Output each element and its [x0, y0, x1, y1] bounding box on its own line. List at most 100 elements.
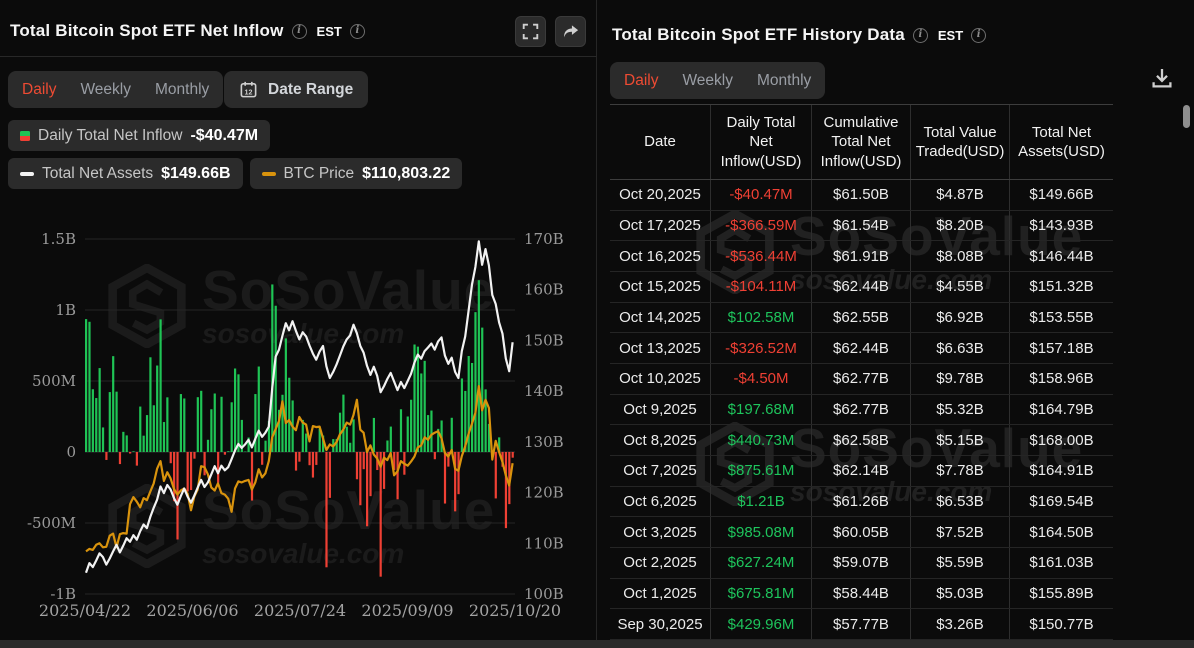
cell-cumulative-inflow: $62.55B: [811, 302, 910, 333]
inflow-bar: [460, 378, 464, 452]
tab-weekly[interactable]: Weekly: [80, 80, 131, 98]
info-icon[interactable]: i: [291, 23, 307, 39]
cell-daily-inflow: $875.61M: [710, 455, 811, 486]
inflow-bar: [450, 417, 453, 452]
inflow-bar: [149, 357, 152, 452]
inflow-bar: [447, 452, 450, 467]
tab-weekly[interactable]: Weekly: [682, 71, 733, 89]
inflow-bar: [359, 452, 362, 506]
cell-daily-inflow: $985.08M: [710, 517, 811, 547]
chart-period-tabs: Daily Weekly Monthly: [8, 71, 224, 108]
horizontal-scrollbar-track[interactable]: [0, 640, 1194, 648]
cell-cumulative-inflow: $58.44B: [811, 578, 910, 609]
header-divider: [0, 56, 597, 57]
inflow-bar: [277, 409, 281, 452]
inflow-bar: [105, 452, 108, 460]
table-vertical-scrollbar[interactable]: [1183, 105, 1190, 128]
legend-row: Total Net Assets $149.66B BTC Price $110…: [8, 158, 463, 189]
cell-net-assets: $164.79B: [1009, 394, 1113, 425]
table-row: Oct 17,2025 -$366.59M $61.54B $8.20B $143.93…: [610, 210, 1113, 242]
legend-item-total-net-assets[interactable]: Total Net Assets $149.66B: [8, 158, 243, 189]
cell-net-assets: $169.54B: [1009, 486, 1113, 517]
btc-price-line: [85, 385, 514, 553]
cell-value-traded: $8.20B: [910, 210, 1009, 241]
download-button[interactable]: [1148, 64, 1176, 92]
column-header-total-net-assets: Total Net Assets(USD): [1009, 105, 1113, 179]
cell-net-assets: $143.93B: [1009, 210, 1113, 241]
inflow-bar: [125, 435, 128, 452]
cell-net-assets: $168.00B: [1009, 425, 1113, 455]
inflow-bar: [298, 452, 301, 462]
inflow-bar: [494, 452, 497, 499]
inflow-bar: [426, 415, 430, 452]
cell-net-assets: $164.91B: [1009, 455, 1113, 486]
inflow-bar: [355, 452, 359, 480]
right-axis-tick-label: 150B: [524, 331, 564, 349]
date-range-button[interactable]: 12 Date Range: [224, 71, 369, 108]
inflow-bar: [98, 368, 101, 452]
table-period-tabs: Daily Weekly Monthly: [610, 62, 826, 99]
history-data-panel: Total Bitcoin Spot ETF History Data i ES…: [598, 0, 1194, 640]
right-axis-tick-label: 100B: [524, 585, 564, 603]
fullscreen-button[interactable]: [515, 15, 546, 47]
cell-value-traded: $9.78B: [910, 363, 1009, 394]
inflow-bar: [139, 406, 142, 452]
net-assets-dash-icon: [20, 171, 34, 176]
cell-net-assets: $161.03B: [1009, 547, 1113, 578]
table-body: Oct 20,2025 -$40.47M $61.50B $4.87B $149.66B…: [610, 180, 1113, 640]
inflow-bar: [132, 451, 135, 452]
info-icon[interactable]: i: [349, 23, 365, 39]
legend-item-btc-price[interactable]: BTC Price $110,803.22: [249, 158, 463, 189]
fullscreen-icon: [522, 23, 539, 39]
inflow-bar: [311, 452, 315, 478]
table-row: Oct 20,2025 -$40.47M $61.50B $4.87B $149.66B: [610, 180, 1113, 211]
cell-date: Sep 30,2025: [617, 615, 703, 633]
cell-date: Oct 17,2025: [619, 216, 701, 234]
info-icon[interactable]: i: [912, 27, 928, 43]
inflow-bar: [345, 426, 348, 452]
tab-monthly[interactable]: Monthly: [155, 80, 210, 98]
column-header-date: Date: [644, 133, 676, 151]
cell-value-traded: $5.15B: [910, 425, 1009, 455]
inflow-bar: [244, 451, 247, 452]
left-axis-tick-label: 0: [66, 443, 76, 461]
inflow-bar: [118, 452, 122, 465]
inflow-bar: [220, 396, 223, 452]
chart-legend: Daily Total Net Inflow -$40.47M Total Ne…: [8, 120, 463, 189]
tab-daily[interactable]: Daily: [22, 80, 57, 98]
inflow-bar: [176, 452, 179, 540]
tab-monthly[interactable]: Monthly: [757, 71, 812, 89]
legend-value: $149.66B: [161, 164, 231, 182]
inflow-bar: [264, 440, 267, 452]
cell-cumulative-inflow: $62.77B: [811, 363, 910, 394]
legend-item-daily-net-inflow[interactable]: Daily Total Net Inflow -$40.47M: [8, 120, 271, 151]
cell-date: Oct 14,2025: [619, 308, 701, 326]
tab-daily[interactable]: Daily: [624, 71, 659, 89]
table-row: Oct 1,2025 $675.81M $58.44B $5.03B $155.89B: [610, 578, 1113, 610]
inflow-bar: [254, 394, 257, 452]
right-axis-tick-label: 120B: [524, 484, 564, 502]
inflow-bar: [437, 428, 440, 452]
inflow-bar: [477, 280, 480, 452]
cell-cumulative-inflow: $59.07B: [811, 547, 910, 578]
cell-date: Oct 13,2025: [619, 339, 701, 357]
cell-date: Oct 3,2025: [623, 523, 697, 541]
inflow-bar: [369, 452, 372, 497]
inflow-bar: [372, 417, 375, 452]
table-row: Oct 8,2025 $440.73M $62.58B $5.15B $168.00B: [610, 425, 1113, 456]
cell-value-traded: $4.87B: [910, 180, 1009, 210]
column-header-cumulative-net-inflow: Cumulative Total Net Inflow(USD): [811, 105, 910, 179]
inflow-bar: [498, 437, 501, 452]
share-button[interactable]: [555, 15, 586, 47]
est-label: EST: [937, 27, 964, 43]
inflow-bar: [142, 435, 145, 452]
etf-net-inflow-chart[interactable]: 1.5B 1B 500M 0 -500M -1B 170B 160B 150B 140B 130B 1…: [0, 225, 596, 625]
cell-daily-inflow: -$40.47M: [710, 180, 811, 210]
info-icon[interactable]: i: [971, 27, 987, 43]
inflow-bar: [457, 452, 460, 495]
legend-label: Total Net Assets: [42, 164, 154, 182]
column-header-total-value-traded: Total Value Traded(USD): [910, 105, 1009, 179]
x-axis-tick-label: 2025/07/24: [254, 601, 346, 620]
cell-daily-inflow: $675.81M: [710, 578, 811, 609]
cell-net-assets: $146.44B: [1009, 241, 1113, 271]
